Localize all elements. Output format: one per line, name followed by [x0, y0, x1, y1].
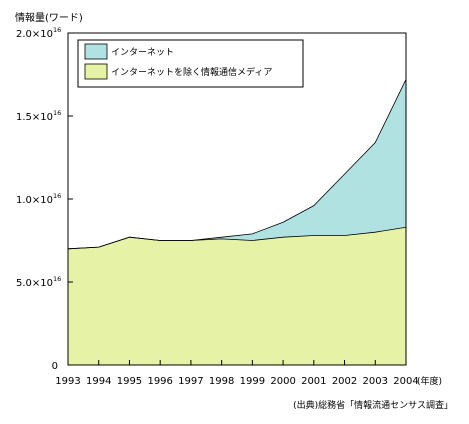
y-tick-label: 5.0×10: [16, 278, 53, 289]
area-layers: [67, 79, 407, 365]
legend: インターネット インターネットを除く情報通信メディア: [77, 39, 304, 88]
legend-label-other-media: インターネットを除く情報通信メディア: [111, 66, 272, 78]
y-tick-exponent: 16: [53, 275, 61, 283]
x-axis-unit: (年度): [417, 375, 442, 387]
x-tick-label: 2004: [393, 376, 418, 387]
y-tick-label: 1.0×10: [16, 195, 53, 206]
x-tick-label: 1997: [178, 376, 203, 387]
legend-swatch-internet: [84, 43, 108, 60]
x-tick-label: 1996: [147, 376, 172, 387]
legend-box: [77, 39, 304, 88]
y-tick-exponent: 16: [53, 109, 61, 117]
y-axis-title: 情報量(ワード): [15, 11, 83, 24]
x-axis: 1993 1994 1995 1996 1997 1998 1999 2000 2001 2002…: [55, 360, 419, 387]
x-tick-label: 2000: [270, 376, 295, 387]
line-other-media-top: [67, 226, 407, 250]
x-tick-label: 2001: [301, 376, 326, 387]
x-tick-label: 2003: [363, 376, 388, 387]
x-tick-label: 2002: [332, 376, 357, 387]
x-tick-label: 1999: [240, 376, 265, 387]
x-tick-label: 1993: [55, 376, 80, 387]
y-tick-label: 1.5×10: [16, 112, 53, 123]
legend-swatch-other-media: [84, 63, 108, 80]
y-tick-label: 0: [52, 361, 58, 372]
area-internet: [68, 79, 406, 249]
x-tick-label: 1995: [117, 376, 142, 387]
y-tick-exponent: 16: [53, 192, 61, 200]
y-tick-label: 2.0×10: [16, 29, 53, 40]
x-tick-label: 1998: [209, 376, 234, 387]
legend-label-internet: インターネット: [111, 47, 174, 58]
y-axis: 05.0×10 161.0×10 161.5×10 162.0×10 16: [16, 26, 73, 372]
y-tick-exponent: 16: [53, 26, 61, 34]
area-other-media: [68, 227, 406, 365]
source-note: (出典)総務省「情報流通センサス調査」: [293, 399, 453, 411]
x-tick-label: 1994: [86, 376, 111, 387]
